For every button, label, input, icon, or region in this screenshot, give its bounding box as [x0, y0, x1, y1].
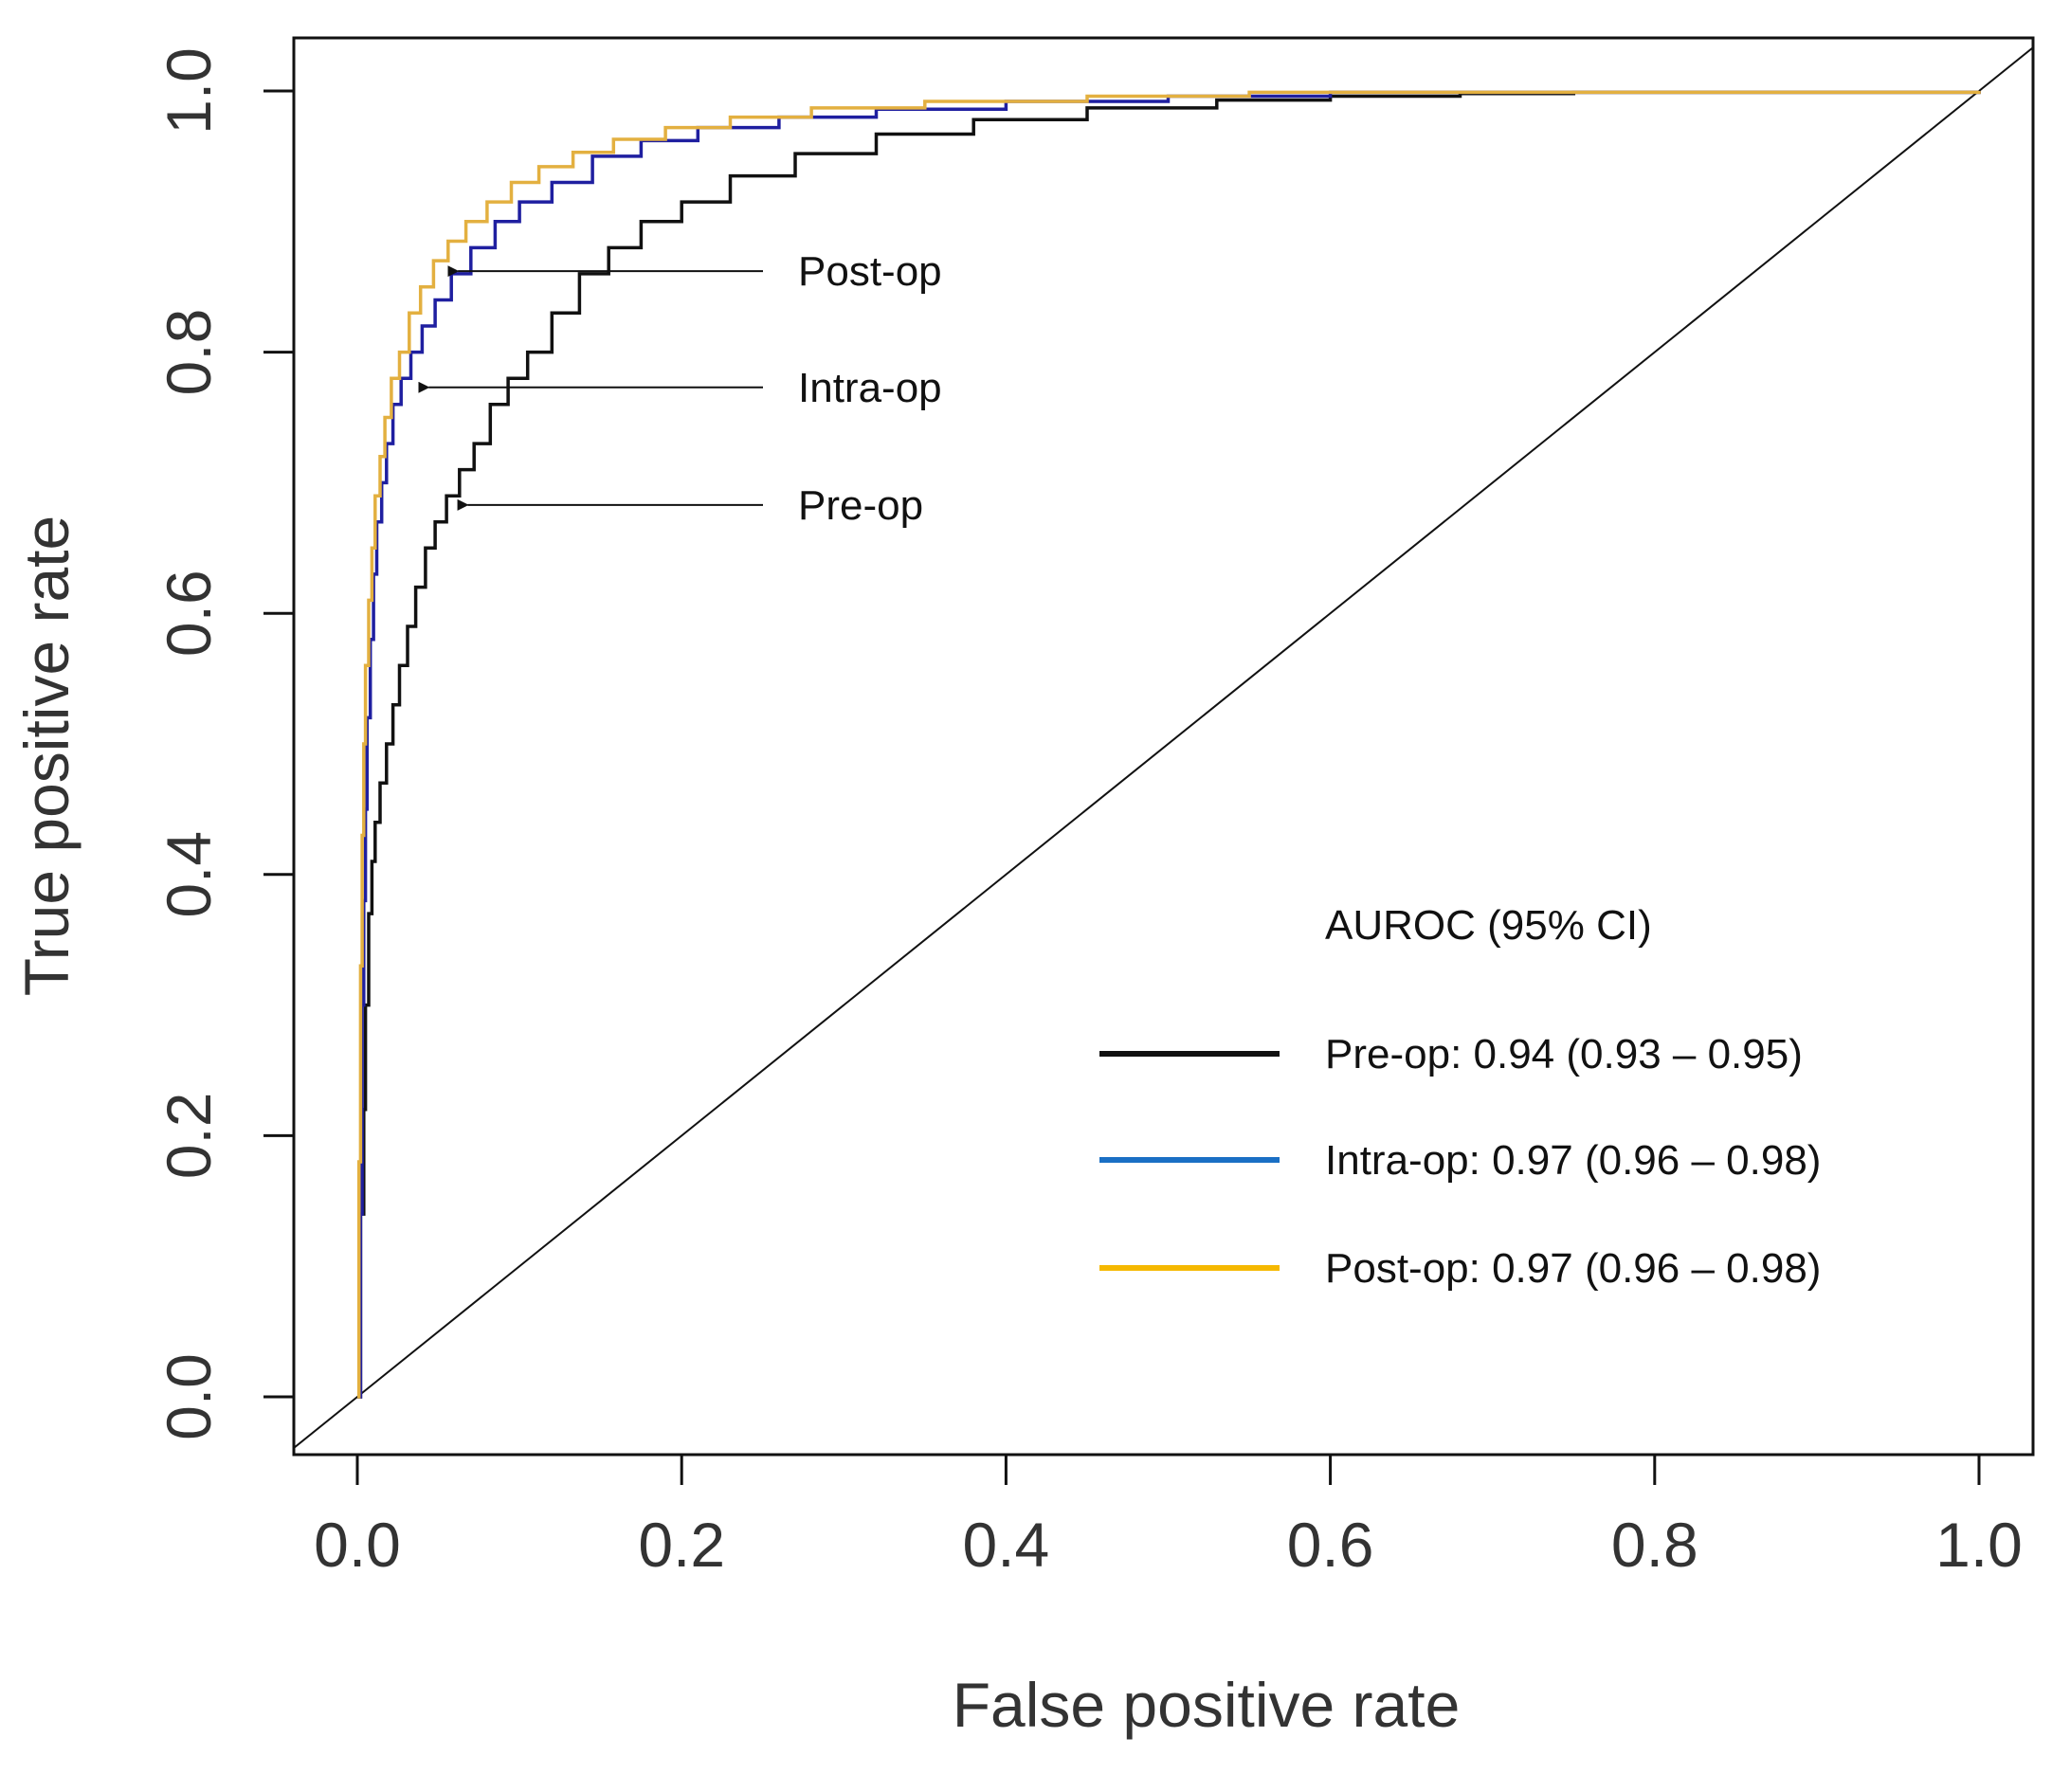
y-tick-label: 0.0 — [154, 1353, 224, 1440]
y-axis: 0.0 0.2 0.4 0.6 0.8 1.0 — [154, 47, 294, 1440]
y-tick-label: 0.2 — [154, 1093, 224, 1180]
legend: AUROC (95% CI) Pre-op: 0.94 (0.93 – 0.95… — [1099, 902, 1821, 1292]
x-tick-label: 0.6 — [1287, 1510, 1374, 1580]
annotation-intra-op-label: Intra-op — [798, 365, 942, 411]
x-tick-label: 0.0 — [314, 1510, 401, 1580]
x-tick-label: 1.0 — [1935, 1510, 2023, 1580]
legend-title: AUROC (95% CI) — [1325, 902, 1652, 949]
annotation-pre-op-label: Pre-op — [798, 482, 923, 529]
reference-line — [293, 46, 2034, 1449]
pre-op-curve — [357, 90, 1981, 1399]
y-tick-label: 1.0 — [154, 47, 224, 135]
x-tick-label: 0.4 — [963, 1510, 1050, 1580]
annotation-post-op-label: Post-op — [798, 248, 942, 295]
x-axis: 0.0 0.2 0.4 0.6 0.8 1.0 — [314, 1455, 2023, 1580]
legend-intra-op-label: Intra-op: 0.97 (0.96 – 0.98) — [1325, 1137, 1821, 1184]
x-tick-label: 0.8 — [1611, 1510, 1698, 1580]
plot-frame — [292, 36, 2035, 1457]
reference-diagonal — [293, 46, 2034, 1449]
x-tick-label: 0.2 — [638, 1510, 725, 1580]
y-axis-title: True positive rate — [11, 516, 82, 996]
y-tick-label: 0.4 — [154, 831, 224, 918]
legend-pre-op-label: Pre-op: 0.94 (0.93 – 0.95) — [1325, 1031, 1803, 1077]
legend-post-op-label: Post-op: 0.97 (0.96 – 0.98) — [1325, 1245, 1821, 1292]
y-tick-label: 0.8 — [154, 309, 224, 396]
y-tick-label: 0.6 — [154, 570, 224, 657]
curve-annotations: Post-op Intra-op Pre-op — [418, 248, 942, 529]
roc-curves — [356, 90, 1981, 1399]
x-axis-title: False positive rate — [953, 1670, 1461, 1740]
post-op-curve — [356, 90, 1981, 1399]
